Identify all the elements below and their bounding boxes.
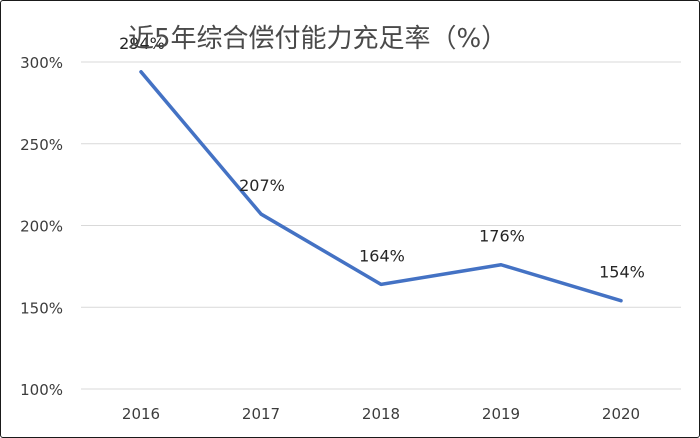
x-tick-label: 2017	[242, 405, 280, 423]
y-tick-label: 150%	[20, 299, 63, 317]
x-tick-label: 2020	[602, 405, 640, 423]
gridlines	[81, 61, 681, 390]
data-label: 176%	[479, 227, 525, 246]
data-point	[259, 212, 263, 216]
data-label: 207%	[239, 176, 285, 195]
chart-title: 近5年综合偿付能力充足率（%）	[128, 24, 507, 54]
data-label: 164%	[359, 246, 405, 265]
data-point	[139, 70, 143, 74]
y-tick-label: 300%	[20, 54, 63, 72]
y-tick-label: 100%	[20, 381, 63, 399]
y-tick-label: 250%	[20, 136, 63, 154]
data-point	[499, 263, 503, 267]
data-label: 294%	[119, 34, 165, 53]
x-axis-tick-labels: 2016 2017 2018 2019 2020	[122, 405, 640, 423]
series-layer	[139, 70, 623, 303]
x-tick-label: 2019	[482, 405, 520, 423]
y-tick-label: 200%	[20, 218, 63, 236]
data-point	[619, 299, 623, 303]
x-tick-label: 2018	[362, 405, 400, 423]
data-label: 154%	[599, 263, 645, 282]
series-line	[139, 70, 623, 303]
data-labels: 294% 207% 164% 176% 154%	[119, 34, 645, 282]
x-tick-label: 2016	[122, 405, 160, 423]
y-axis-tick-labels: 100% 150% 200% 250% 300%	[20, 54, 63, 399]
data-point	[379, 282, 383, 286]
